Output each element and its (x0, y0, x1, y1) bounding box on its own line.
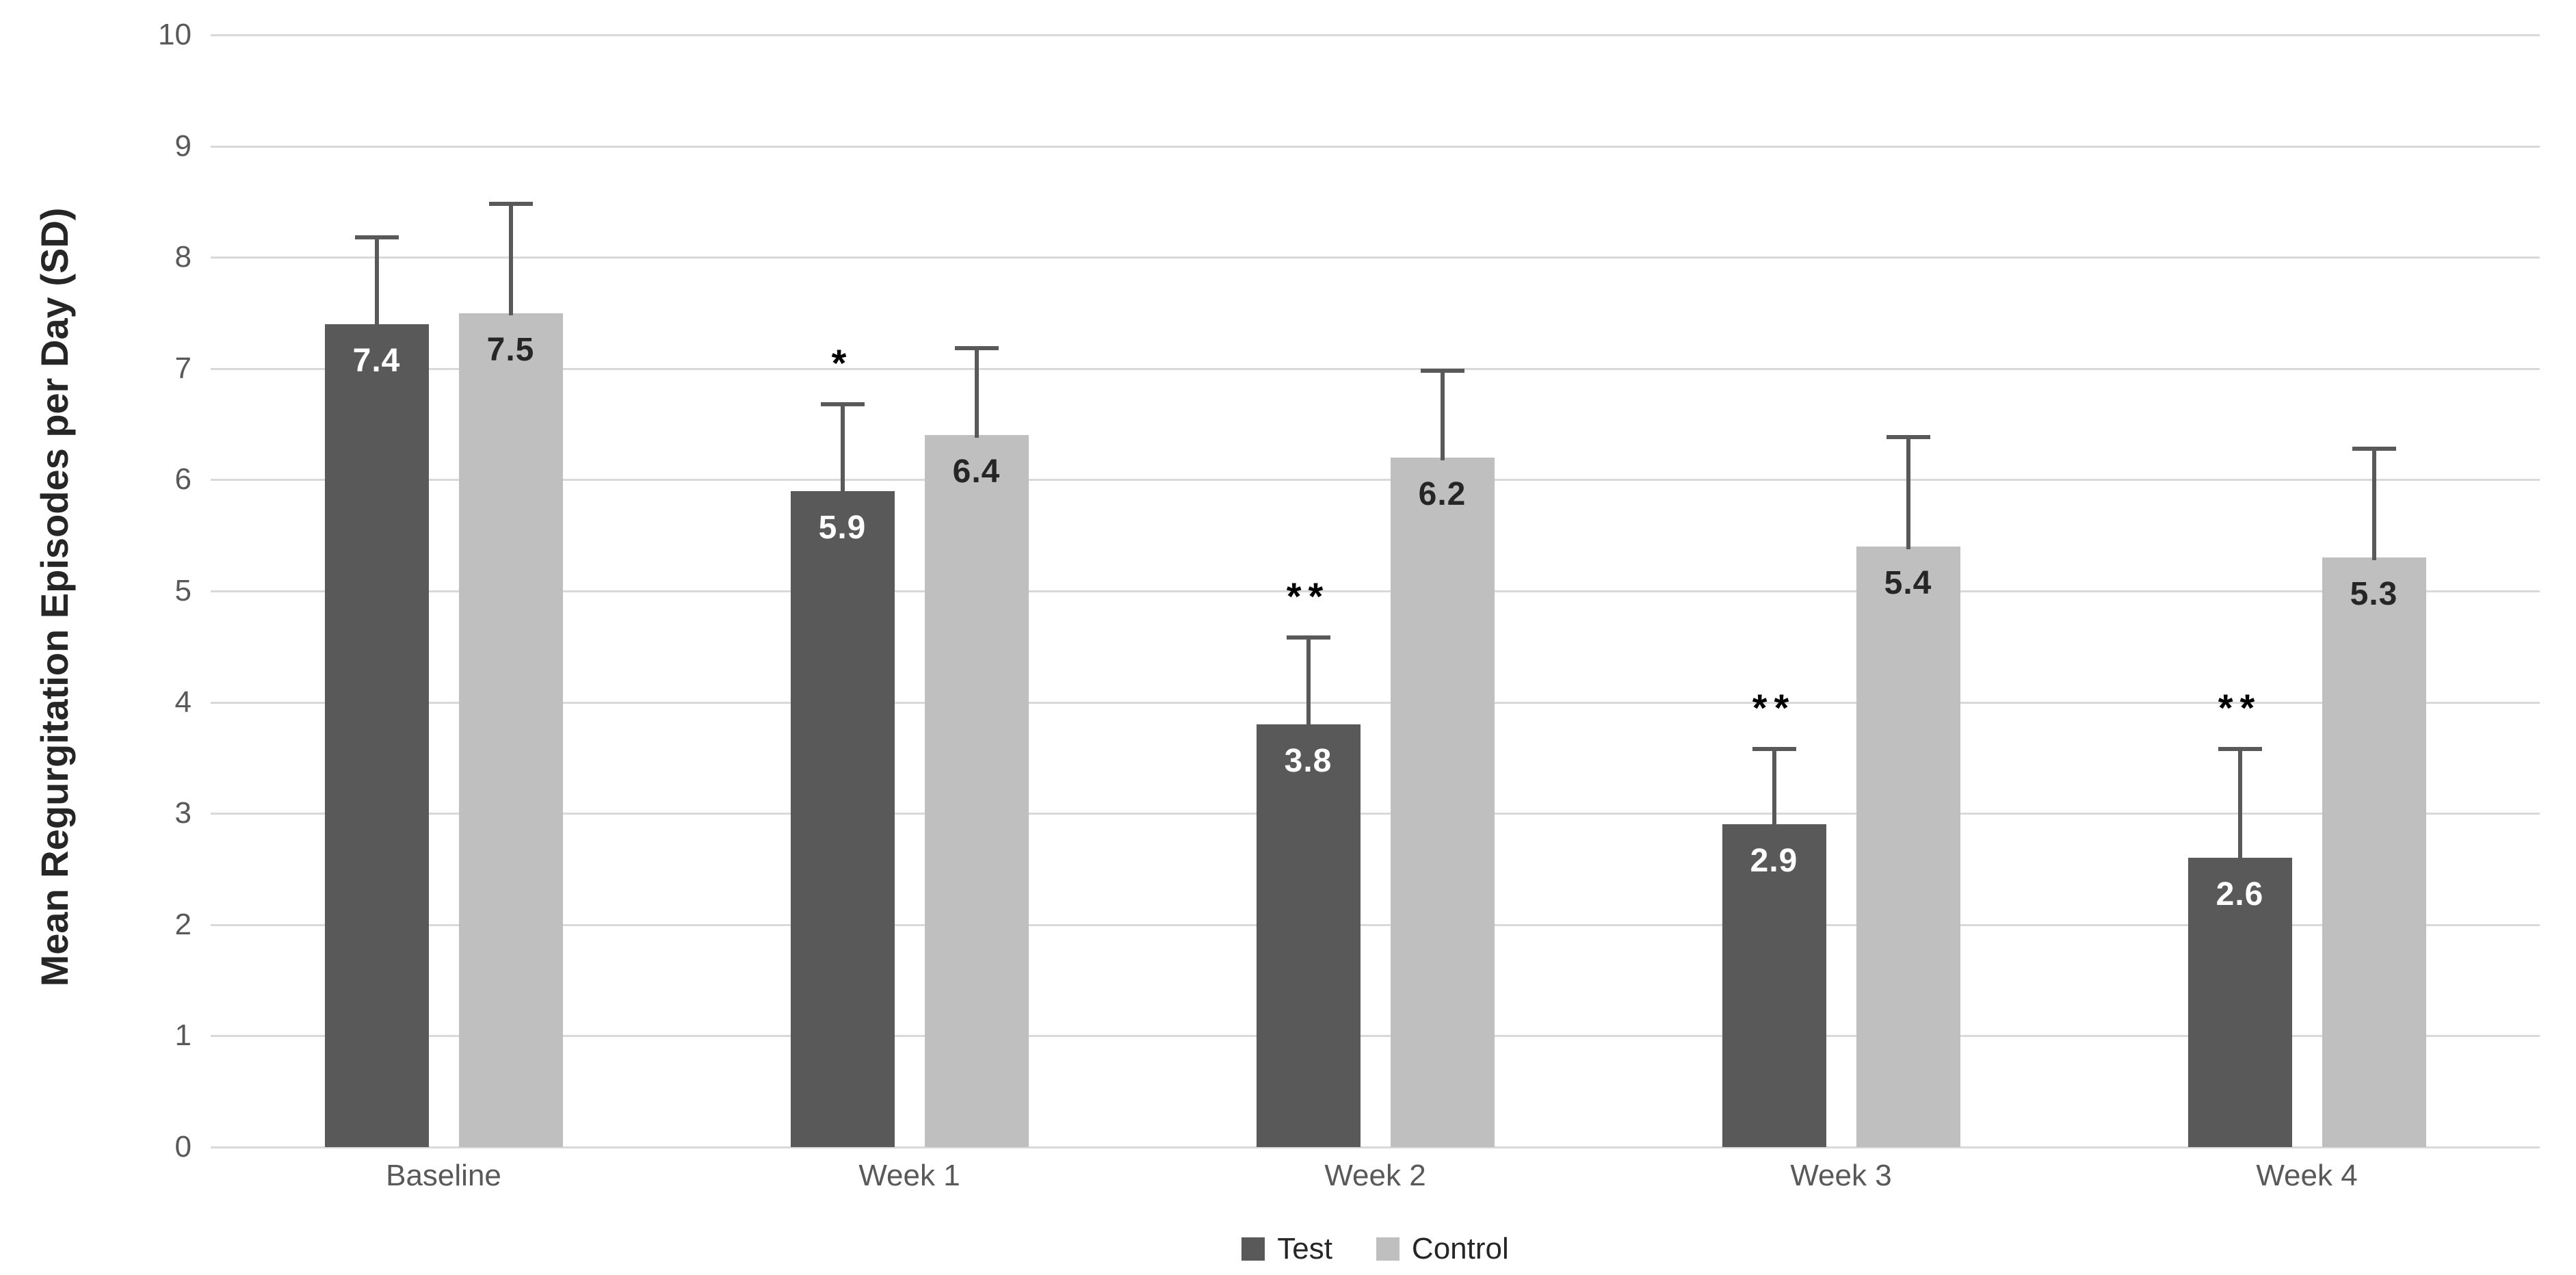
x-tick-label: Week 4 (2256, 1159, 2358, 1192)
error-bar (508, 201, 513, 316)
gridline (211, 145, 2540, 148)
legend-item-control: Control (1376, 1232, 1509, 1266)
bar-test: 7.4 (324, 324, 429, 1147)
bar-value-label: 5.4 (1884, 564, 1932, 601)
error-bar (1440, 368, 1445, 460)
error-bar-cap (354, 235, 399, 239)
error-bar-cap (954, 346, 999, 351)
error-bar-cap (1420, 368, 1464, 373)
y-tick-label: 8 (174, 240, 192, 274)
bar-value-label: 6.4 (952, 454, 1001, 490)
significance-annotation: ** (2218, 685, 2262, 729)
bar-test: 5.9 (790, 490, 895, 1147)
legend-swatch-test (1241, 1237, 1265, 1261)
significance-annotation: ** (1752, 685, 1796, 729)
x-tick-label: Week 2 (1324, 1159, 1426, 1192)
legend-swatch-control (1376, 1237, 1399, 1261)
bar-control: 5.3 (2322, 557, 2426, 1147)
gridline (211, 367, 2540, 370)
error-bar-cap (2352, 446, 2396, 451)
significance-annotation: ** (1286, 575, 1330, 618)
bar-value-label: 3.8 (1284, 743, 1332, 780)
y-tick-label: 0 (174, 1130, 192, 1164)
bar-test: 3.8 (1256, 724, 1361, 1147)
y-tick-label: 10 (158, 18, 192, 51)
error-bar-cap (1752, 746, 1796, 751)
bar-value-label: 2.9 (1750, 843, 1798, 880)
y-tick-label: 9 (174, 129, 192, 163)
legend: Test Control (211, 1228, 2540, 1270)
y-tick-label: 3 (174, 796, 192, 830)
gridline (211, 1035, 2540, 1038)
bar-value-label: 6.2 (1418, 475, 1467, 512)
bar-control: 6.2 (1390, 457, 1495, 1147)
legend-item-test: Test (1241, 1232, 1332, 1266)
error-bar (1306, 635, 1311, 728)
y-tick-label: 5 (174, 574, 192, 607)
error-bar (374, 235, 379, 327)
y-tick-label: 1 (174, 1018, 192, 1053)
bar-control: 5.4 (1856, 546, 1960, 1147)
bar-control: 7.5 (458, 313, 563, 1147)
bar-value-label: 7.5 (486, 331, 535, 368)
bar-value-label: 5.9 (818, 509, 867, 546)
error-bar (1772, 746, 1776, 828)
gridline (211, 479, 2540, 482)
x-tick-label: Week 3 (1790, 1159, 1892, 1192)
bar-value-label: 5.3 (2350, 576, 2398, 613)
error-bar (2371, 446, 2376, 561)
gridline (211, 590, 2540, 592)
error-bar-cap (488, 201, 533, 206)
bar-value-label: 7.4 (352, 342, 401, 379)
error-bar-cap (820, 402, 865, 406)
error-bar (840, 402, 845, 494)
error-bar (1906, 435, 1910, 549)
gridline (211, 923, 2540, 926)
error-bar (974, 346, 979, 438)
gridline (211, 813, 2540, 815)
error-bar-cap (1886, 435, 1930, 440)
y-axis-title: Mean Regurgitation Episodes per Day (SD) (33, 207, 76, 987)
error-bar-cap (1286, 635, 1330, 640)
error-bar (2237, 746, 2242, 861)
gridline (211, 701, 2540, 704)
legend-label-control: Control (1411, 1232, 1509, 1265)
y-tick-label: 7 (174, 351, 192, 385)
bar-test: 2.6 (2187, 858, 2292, 1147)
x-tick-label: Baseline (386, 1159, 501, 1192)
legend-label-test: Test (1277, 1232, 1332, 1265)
y-tick-label: 6 (174, 462, 192, 497)
gridline (211, 257, 2540, 259)
x-tick-label: Week 1 (858, 1159, 960, 1192)
y-tick-label: 2 (174, 907, 192, 941)
bar-value-label: 2.6 (2216, 876, 2264, 913)
bar-test: 2.9 (1722, 824, 1826, 1147)
error-bar-cap (2218, 746, 2262, 751)
bar-control: 6.4 (924, 435, 1029, 1147)
gridline (211, 1146, 2540, 1148)
significance-annotation: * (831, 341, 854, 384)
gridline (211, 34, 2540, 36)
y-tick-label: 4 (174, 685, 192, 719)
